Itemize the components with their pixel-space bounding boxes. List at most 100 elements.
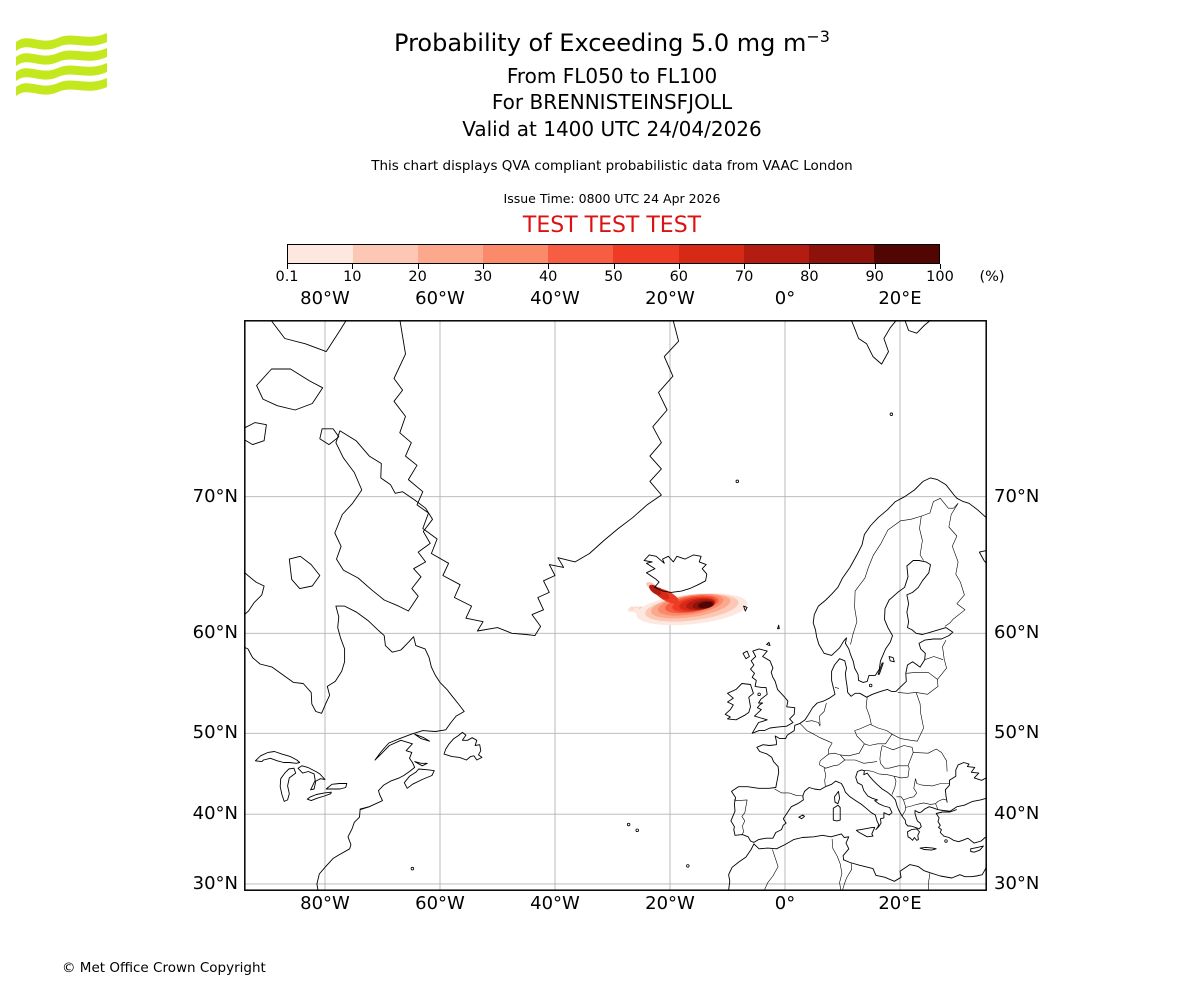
country-border (919, 516, 924, 561)
colorbar-segment (808, 245, 874, 263)
colorbar-tick-label: 20 (408, 269, 427, 285)
country-border (924, 656, 944, 660)
colorbar-tick (874, 264, 876, 269)
colorbar-tick-label: 70 (734, 269, 754, 285)
small-island (868, 683, 873, 688)
coastline (742, 650, 750, 660)
test-banner: TEST TEST TEST (522, 213, 702, 238)
country-border (834, 687, 840, 689)
small-island (686, 864, 690, 868)
latitude-label: 60°N (994, 622, 1040, 644)
longitude-label: 40°W (530, 893, 580, 914)
small-island (410, 866, 415, 871)
colorbar-tick (548, 264, 550, 269)
longitude-label: 0° (774, 288, 796, 309)
longitude-label: 80°W (300, 288, 350, 309)
country-border (819, 752, 846, 769)
longitude-label: 80°W (300, 893, 350, 914)
small-island (626, 822, 631, 827)
coastline (904, 320, 932, 334)
colorbar-tick (744, 264, 746, 269)
ash-plume-contour (649, 584, 661, 595)
colorbar-tick (352, 264, 354, 269)
country-border (764, 849, 779, 891)
latitude-label: 30°N (192, 872, 238, 894)
country-border (907, 765, 910, 778)
longitude-label: 60°W (415, 893, 465, 914)
country-border (905, 802, 936, 808)
country-border (819, 702, 827, 726)
longitude-label: 20°E (878, 893, 922, 914)
coastline (414, 733, 431, 742)
subtitle-valid-time: Valid at 1400 UTC 24/04/2026 (462, 117, 762, 141)
coastline (256, 368, 324, 411)
logo-wave-ribbon (16, 78, 107, 96)
country-border (915, 778, 950, 787)
coastline (907, 828, 920, 841)
country-border (844, 759, 878, 764)
coastline (888, 656, 895, 663)
coastline (877, 662, 884, 675)
coastline (743, 605, 748, 612)
coastline (244, 605, 465, 891)
colorbar-tick (613, 264, 615, 269)
country-border (854, 724, 893, 746)
longitude-label: 0° (774, 893, 796, 914)
country-border (840, 743, 865, 757)
coastline (270, 320, 347, 353)
colorbar-unit-label: (%) (979, 269, 1005, 285)
colorbar-tick-label: 80 (800, 269, 819, 285)
coastline (750, 648, 796, 734)
coastline (393, 320, 680, 637)
country-border (872, 771, 897, 795)
latitude-label: 70°N (192, 485, 238, 507)
country-border (879, 745, 883, 764)
colorbar-tick-label: 100 (926, 269, 954, 285)
colorbar-tick (287, 264, 288, 269)
subtitle-volcano: For BRENNISTEINSFJOLL (491, 90, 733, 114)
country-border (733, 799, 748, 835)
map-frame (244, 320, 987, 891)
coastline (935, 809, 987, 844)
colorbar-tick (809, 264, 811, 269)
country-border (937, 659, 947, 680)
qva-note: This chart displays QVA compliant probab… (371, 158, 853, 174)
country-border (935, 803, 939, 810)
coastline (777, 624, 780, 630)
longitude-label: 20°E (878, 288, 922, 309)
latitude-label: 50°N (994, 722, 1040, 744)
country-border (894, 776, 909, 779)
colorbar-tick-label: 90 (865, 269, 884, 285)
longitude-label: 60°W (415, 288, 465, 309)
logo-waves-icon (16, 33, 107, 96)
coastline (724, 683, 754, 721)
coastline (306, 791, 332, 802)
colorbar-segment (743, 245, 809, 263)
colorbar-tick-label: 50 (604, 269, 623, 285)
country-border (944, 503, 966, 627)
small-island (757, 692, 761, 697)
colorbar-segment (873, 245, 939, 263)
country-border (927, 873, 931, 891)
country-border (823, 767, 827, 786)
colorbar-segment (288, 245, 354, 263)
colorbar-tick (482, 264, 484, 269)
country-border (863, 770, 874, 772)
colorbar-tick-label: 40 (538, 269, 558, 285)
coastline (334, 430, 433, 612)
colorbar-tick-label: 0.1 (275, 269, 299, 285)
country-border (942, 639, 947, 660)
coastline (319, 428, 340, 446)
country-border (774, 788, 804, 797)
country-border (913, 778, 918, 797)
coastline (855, 826, 876, 838)
latitude-label: 40°N (192, 803, 238, 825)
latitude-label: 70°N (994, 485, 1040, 507)
country-border (891, 692, 924, 742)
country-border (916, 679, 939, 695)
coastline (359, 806, 370, 810)
colorbar-tick (678, 264, 680, 269)
colorbar-segment (483, 245, 549, 263)
small-island (889, 412, 894, 416)
